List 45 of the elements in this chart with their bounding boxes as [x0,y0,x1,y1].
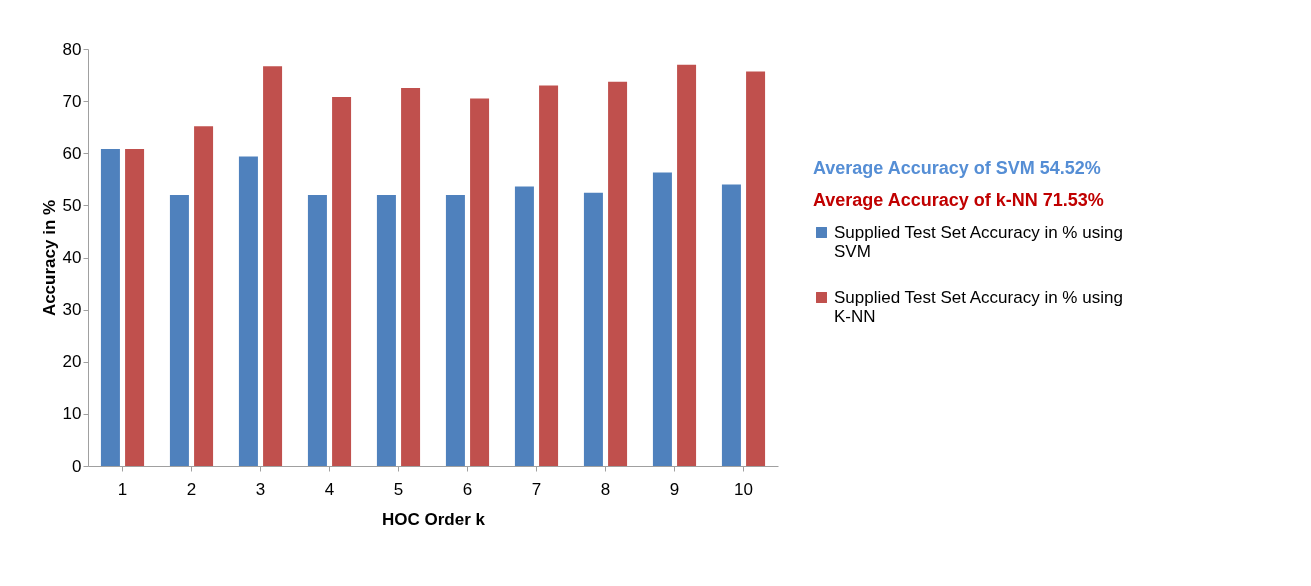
y-tick-label: 80 [62,39,82,59]
bar [721,184,741,466]
bar [332,96,352,466]
legend-label: Supplied Test Set Accuracy in % using SVM [834,222,1123,261]
bar [194,126,214,466]
text: Average Accuracy of SVM 54.52% [813,158,1101,178]
bar [652,172,672,466]
y-tick-label: 60 [62,143,82,163]
x-tick-label: 10 [734,479,753,499]
legend-label: Supplied Test Set Accuracy in % using K-NN [834,287,1123,326]
text: Average Accuracy of k-NN 71.53% [813,190,1104,210]
bar [445,194,465,466]
x-tick-label: 5 [393,479,404,499]
bar [307,194,327,466]
y-tick-label: 0 [72,456,82,476]
bar [125,149,145,466]
bar [401,88,421,466]
bar [376,194,396,466]
x-tick-label: 4 [324,479,335,499]
y-tick-label: 70 [62,91,82,111]
bar [514,186,534,466]
bar [169,194,189,466]
bar [263,66,283,466]
y-axis-title: Accuracy in % [39,199,59,317]
x-tick-label: 3 [255,479,266,499]
x-tick-label: 2 [186,479,197,499]
bar [470,98,490,466]
bar [608,81,628,466]
bar [677,64,697,466]
y-tick-label: 10 [62,404,82,424]
bar [539,85,559,466]
x-tick-label: 6 [462,479,473,499]
x-axis-title: HOC Order k [382,509,486,529]
x-tick-label: 1 [117,479,128,499]
y-tick-label: 30 [62,300,82,320]
x-tick-label: 8 [600,479,611,499]
y-tick-label: 50 [62,195,82,215]
bar [100,149,120,466]
y-tick-label: 20 [62,352,82,372]
y-tick-label: 40 [62,248,82,267]
x-tick-label: 7 [531,479,542,499]
bar [583,192,603,466]
bar [746,71,766,466]
x-tick-label: 9 [669,479,680,499]
bar [238,156,258,466]
